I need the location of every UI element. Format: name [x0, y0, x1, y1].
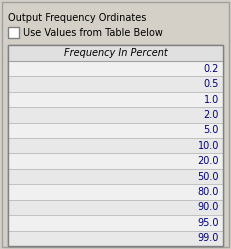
Bar — [8, 184, 223, 200]
Bar — [8, 107, 223, 123]
Bar — [8, 153, 223, 169]
Text: 90.0: 90.0 — [198, 202, 219, 212]
Bar — [8, 231, 223, 246]
Bar — [8, 92, 223, 107]
Text: 2.0: 2.0 — [204, 110, 219, 120]
Text: 10.0: 10.0 — [198, 141, 219, 151]
Text: 99.0: 99.0 — [198, 233, 219, 243]
Text: 5.0: 5.0 — [204, 125, 219, 135]
Bar — [8, 27, 19, 38]
Bar — [8, 45, 223, 246]
Bar — [8, 215, 223, 231]
Bar — [8, 138, 223, 153]
Bar — [8, 169, 223, 184]
Text: Use Values from Table Below: Use Values from Table Below — [23, 27, 163, 38]
Text: 1.0: 1.0 — [204, 95, 219, 105]
Text: 80.0: 80.0 — [198, 187, 219, 197]
Text: 0.5: 0.5 — [204, 79, 219, 89]
Bar — [8, 123, 223, 138]
Bar — [8, 76, 223, 92]
Bar — [8, 61, 223, 76]
Text: 0.2: 0.2 — [204, 64, 219, 74]
Bar — [8, 200, 223, 215]
Bar — [8, 45, 223, 61]
Text: 95.0: 95.0 — [198, 218, 219, 228]
Text: Output Frequency Ordinates: Output Frequency Ordinates — [8, 13, 146, 23]
Bar — [8, 45, 223, 246]
Text: Frequency In Percent: Frequency In Percent — [64, 48, 167, 58]
Text: 50.0: 50.0 — [198, 172, 219, 182]
Text: 20.0: 20.0 — [198, 156, 219, 166]
